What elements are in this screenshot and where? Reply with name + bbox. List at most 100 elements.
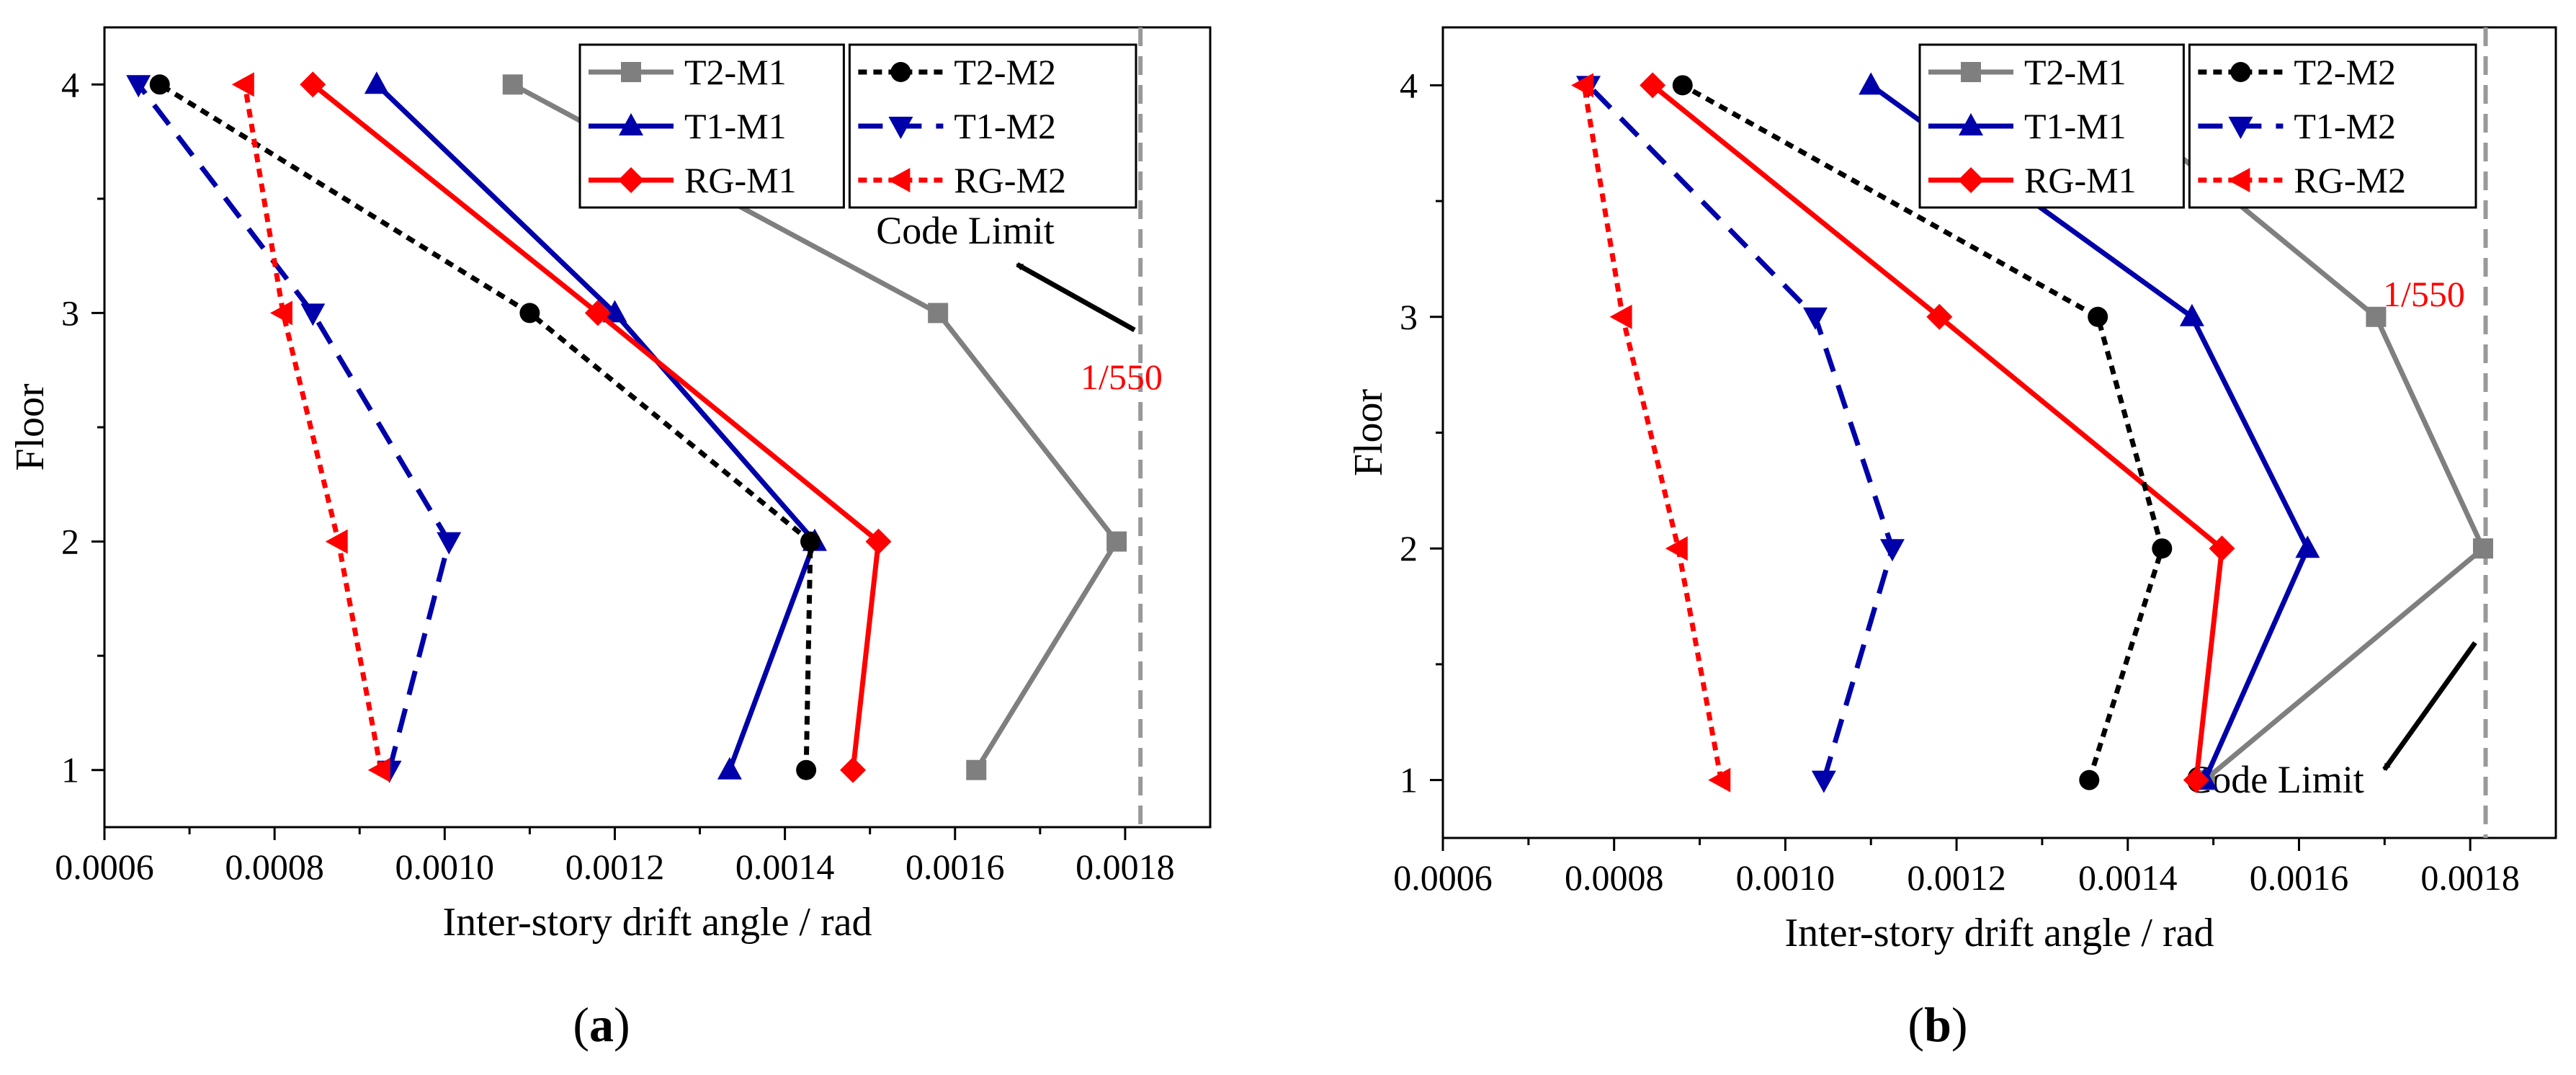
series-line bbox=[158, 82, 813, 770]
legend-entry-rg-m2: RG-M2 bbox=[2198, 160, 2406, 200]
legend-entry-rg-m1: RG-M1 bbox=[1928, 160, 2137, 200]
series-rg-m2 bbox=[231, 72, 390, 782]
data-point bbox=[502, 74, 523, 95]
x-tick-label: 0.0008 bbox=[225, 847, 324, 887]
x-axis-label: Inter-story drift angle / rad bbox=[1785, 911, 2214, 955]
data-point bbox=[2209, 535, 2235, 562]
series-line bbox=[311, 82, 882, 771]
data-point bbox=[717, 757, 742, 780]
legend-swatch-marker bbox=[621, 62, 641, 82]
data-point bbox=[1640, 72, 1666, 99]
y-tick-label: 1 bbox=[61, 750, 79, 790]
data-point bbox=[1802, 307, 1828, 330]
series-t2-m2 bbox=[1672, 75, 2173, 790]
legend-label: RG-M1 bbox=[2024, 160, 2137, 200]
x-tick-label: 0.0014 bbox=[2078, 857, 2178, 898]
data-point bbox=[1708, 767, 1731, 793]
legend-entry-rg-m2: RG-M2 bbox=[858, 160, 1066, 200]
legend-entry-t1-m1: T1-M1 bbox=[589, 106, 787, 146]
x-tick-label: 0.0018 bbox=[1075, 847, 1175, 887]
series-line bbox=[375, 82, 818, 771]
data-point bbox=[367, 757, 390, 782]
y-tick-label: 2 bbox=[1400, 528, 1418, 568]
data-point bbox=[2088, 306, 2108, 327]
series-t1-m2 bbox=[126, 75, 462, 783]
legend-label: RG-M2 bbox=[2294, 160, 2406, 200]
data-point bbox=[602, 300, 627, 323]
data-point bbox=[928, 303, 949, 324]
data-point bbox=[584, 300, 611, 326]
code-limit-arrow bbox=[2382, 641, 2477, 772]
data-point bbox=[966, 759, 987, 780]
legend-swatch-marker bbox=[2227, 168, 2250, 192]
legend-label: T1-M2 bbox=[954, 106, 1056, 146]
data-point bbox=[300, 71, 326, 98]
data-point bbox=[840, 757, 867, 783]
data-point bbox=[149, 74, 170, 95]
series-line bbox=[136, 83, 452, 771]
series-line bbox=[1586, 83, 1895, 781]
legend-entry-rg-m1: RG-M1 bbox=[589, 160, 797, 200]
series-rg-m1 bbox=[300, 71, 892, 783]
y-tick-label: 2 bbox=[61, 522, 79, 562]
data-point bbox=[1665, 536, 1688, 561]
data-point bbox=[1811, 770, 1836, 793]
series-line bbox=[1581, 84, 1724, 781]
data-point bbox=[1926, 303, 1953, 330]
data-point bbox=[2366, 306, 2387, 327]
data-point bbox=[2295, 535, 2320, 558]
legend-swatch-marker bbox=[2230, 62, 2251, 82]
legend-entry-t1-m1: T1-M1 bbox=[1928, 106, 2126, 146]
x-tick-label: 0.0012 bbox=[565, 847, 665, 887]
data-point bbox=[1106, 531, 1127, 552]
data-point bbox=[300, 303, 326, 326]
x-tick-label: 0.0014 bbox=[735, 847, 835, 887]
panel-label: (a) bbox=[573, 997, 630, 1052]
legend-label: T2-M1 bbox=[684, 52, 787, 92]
x-tick-label: 0.0010 bbox=[1736, 857, 1835, 898]
legend-swatch-marker bbox=[887, 168, 911, 192]
legend-entry-t2-m2: T2-M2 bbox=[2198, 52, 2396, 92]
x-tick-label: 0.0018 bbox=[2420, 857, 2520, 898]
legend-entry-t2-m1: T2-M1 bbox=[589, 52, 787, 92]
data-point bbox=[865, 528, 892, 555]
legend-swatch-marker bbox=[2228, 117, 2253, 139]
data-point bbox=[2152, 538, 2173, 559]
legend-swatch-marker bbox=[1961, 62, 1981, 82]
chart-panel-b: 0.0006 0.0008 0.0010 0.0012 0.0014 0.0016 0.00… bbox=[1346, 26, 2557, 1052]
x-tick-label: 0.0016 bbox=[905, 847, 1005, 887]
y-axis-label: Floor bbox=[1346, 388, 1391, 476]
code-limit-annotation: Code Limit bbox=[876, 209, 1054, 252]
code-limit-value-label: 1/550 bbox=[2383, 274, 2465, 314]
panel-label: (b) bbox=[1908, 997, 1967, 1052]
legend-swatch-marker bbox=[619, 113, 643, 135]
legend-swatch-marker bbox=[890, 62, 911, 82]
data-point bbox=[437, 532, 462, 555]
legend-entry-t1-m2: T1-M2 bbox=[858, 106, 1056, 146]
legend-label: T2-M2 bbox=[954, 52, 1056, 92]
data-point bbox=[364, 71, 389, 94]
legend-entry-t2-m1: T2-M1 bbox=[1928, 52, 2126, 92]
data-point bbox=[2179, 303, 2204, 326]
legend-label: RG-M2 bbox=[954, 160, 1066, 200]
data-point bbox=[1672, 75, 1693, 96]
data-point bbox=[1879, 539, 1905, 562]
data-point bbox=[231, 72, 254, 97]
series-line bbox=[1681, 83, 2165, 781]
code-limit-arrow bbox=[1016, 262, 1136, 333]
x-tick-label: 0.0006 bbox=[1393, 857, 1493, 898]
legend-swatch-marker bbox=[1958, 167, 1984, 193]
series-t2-m2 bbox=[149, 74, 821, 780]
data-point bbox=[2183, 767, 2209, 793]
code-limit-value-label: 1/550 bbox=[1081, 357, 1163, 397]
series-rg-m1 bbox=[1640, 72, 2235, 793]
legend-swatch-marker bbox=[888, 117, 913, 139]
data-point bbox=[800, 531, 821, 552]
x-axis-label: Inter-story drift angle / rad bbox=[443, 900, 872, 945]
legend-entry-t1-m2: T1-M2 bbox=[2198, 106, 2396, 146]
legend-label: RG-M1 bbox=[684, 160, 797, 200]
y-tick-label: 1 bbox=[1400, 760, 1418, 800]
data-point bbox=[126, 75, 151, 98]
legend-label: T2-M1 bbox=[2024, 52, 2126, 92]
